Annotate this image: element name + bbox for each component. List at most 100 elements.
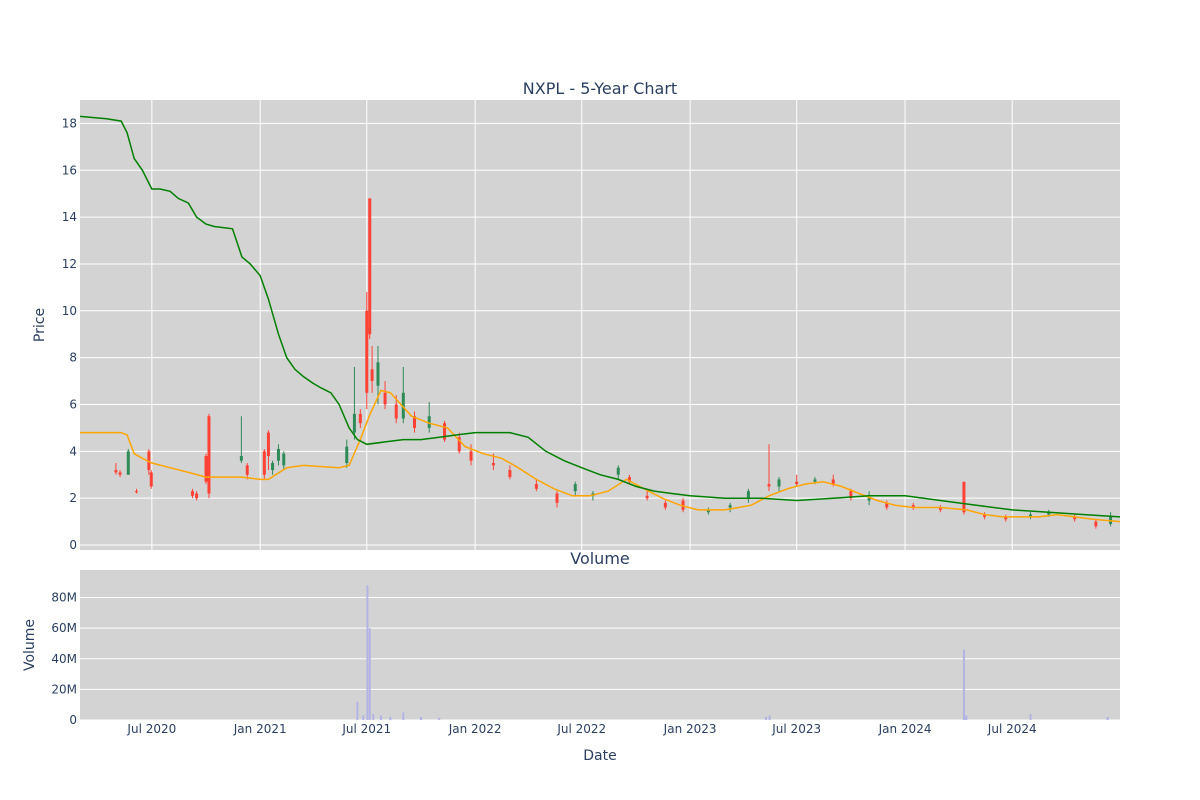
volume-bar <box>379 715 382 720</box>
candle-body <box>135 491 139 493</box>
moving-averages <box>79 115 1121 523</box>
x-tick-label: Jan 2021 <box>233 722 287 736</box>
price-y-tick-label: 4 <box>69 444 77 458</box>
x-axis-title: Date <box>583 748 616 764</box>
volume-bar <box>389 716 392 720</box>
price-y-tick-label: 10 <box>62 304 77 318</box>
price-y-tick-label: 2 <box>69 491 77 505</box>
candle-body <box>401 392 405 419</box>
candle-body <box>190 491 194 496</box>
price-y-tick-label: 14 <box>62 210 77 224</box>
volume-bar <box>965 715 968 720</box>
candle-body <box>352 413 356 433</box>
candle-body <box>276 448 280 461</box>
candle-body <box>266 432 270 456</box>
candle-body <box>831 479 835 485</box>
candle-body <box>885 502 889 508</box>
candle-body <box>345 446 349 464</box>
candle-body <box>365 310 369 393</box>
volume-y-ticks: 0 20M 40M 60M 80M <box>51 591 77 727</box>
candlesticks <box>114 198 1113 529</box>
price-y-tick-label: 18 <box>62 116 77 130</box>
candle-body <box>534 484 538 489</box>
candle-body <box>616 467 620 475</box>
candle-body <box>114 470 118 473</box>
volume-gridlines <box>80 597 1120 721</box>
candle-body <box>849 491 853 499</box>
price-panel: 0 2 4 6 8 10 12 14 16 18 Price <box>32 100 1121 552</box>
candle-body <box>358 413 362 424</box>
x-tick-label: Jan 2023 <box>663 722 717 736</box>
candle-body <box>1028 514 1032 517</box>
volume-bar <box>419 716 422 720</box>
price-y-axis-title: Price <box>32 308 48 342</box>
volume-bar <box>372 713 375 720</box>
candle-body <box>412 416 416 428</box>
candle-body <box>1073 516 1077 520</box>
moving-average-line-2 <box>79 115 1121 518</box>
volume-bars <box>356 585 1109 720</box>
candle-body <box>376 362 380 386</box>
x-tick-label: Jul 2021 <box>341 722 391 736</box>
candle-body <box>573 484 577 492</box>
volume-y-axis-title: Volume <box>22 619 38 671</box>
candle-body <box>645 495 649 499</box>
volume-y-tick-label: 60M <box>51 621 77 635</box>
candle-body <box>491 463 495 466</box>
candle-body <box>777 479 781 487</box>
x-tick-label: Jul 2022 <box>556 722 606 736</box>
candle-body <box>962 481 966 513</box>
candle-body <box>443 423 447 440</box>
candle-body <box>262 451 266 475</box>
x-tick-label: Jul 2020 <box>126 722 176 736</box>
volume-panel: 0 20M 40M 60M 80M Jul 2020 Jan 2021 Jul 2021 Ja… <box>22 570 1120 764</box>
volume-bar <box>962 649 965 720</box>
price-y-ticks: 0 2 4 6 8 10 12 14 16 18 <box>62 116 77 552</box>
candle-body <box>1047 512 1051 515</box>
volume-bar <box>438 717 441 720</box>
candle-body <box>204 456 208 482</box>
candle-body <box>271 463 275 471</box>
x-tick-label: Jan 2022 <box>448 722 502 736</box>
price-y-tick-label: 16 <box>62 163 77 177</box>
volume-bar <box>765 716 768 720</box>
volume-bar <box>402 712 405 720</box>
volume-plot-area <box>80 570 1120 720</box>
candle-body <box>469 451 473 461</box>
candle-body <box>867 498 871 501</box>
candle-body <box>245 465 249 475</box>
candle-body <box>728 505 732 508</box>
candle-body <box>394 404 398 419</box>
moving-average-line-1 <box>80 389 1121 523</box>
candle-body <box>207 416 211 494</box>
volume-bar <box>1029 713 1032 720</box>
volume-y-tick-label: 20M <box>51 682 77 696</box>
candle-body <box>746 491 750 499</box>
volume-y-tick-label: 80M <box>51 591 77 605</box>
x-tick-label: Jul 2024 <box>987 722 1037 736</box>
candle-body <box>938 507 942 510</box>
chart-title: NXPL - 5-Year Chart <box>523 79 677 98</box>
volume-y-tick-label: 40M <box>51 652 77 666</box>
volume-bar <box>768 715 771 720</box>
candle-body <box>149 472 153 487</box>
candle-body <box>795 481 799 485</box>
volume-bar <box>1106 716 1109 720</box>
x-tick-label: Jul 2023 <box>771 722 821 736</box>
candle-body <box>706 509 710 513</box>
candle-body <box>126 451 130 475</box>
candle-body <box>195 493 199 499</box>
x-tick-label: Jan 2024 <box>878 722 932 736</box>
candle-body <box>383 392 387 405</box>
candle-body <box>282 453 286 466</box>
volume-bar <box>356 701 359 720</box>
price-y-tick-label: 6 <box>69 397 77 411</box>
candle-body <box>118 472 122 475</box>
date-x-ticks: Jul 2020 Jan 2021 Jul 2021 Jan 2022 Jul 2022… <box>126 722 1036 736</box>
volume-bar <box>362 715 365 720</box>
candle-body <box>508 470 512 478</box>
candle-body <box>1094 521 1098 527</box>
candle-body <box>457 437 461 452</box>
volume-title: Volume <box>570 549 630 568</box>
